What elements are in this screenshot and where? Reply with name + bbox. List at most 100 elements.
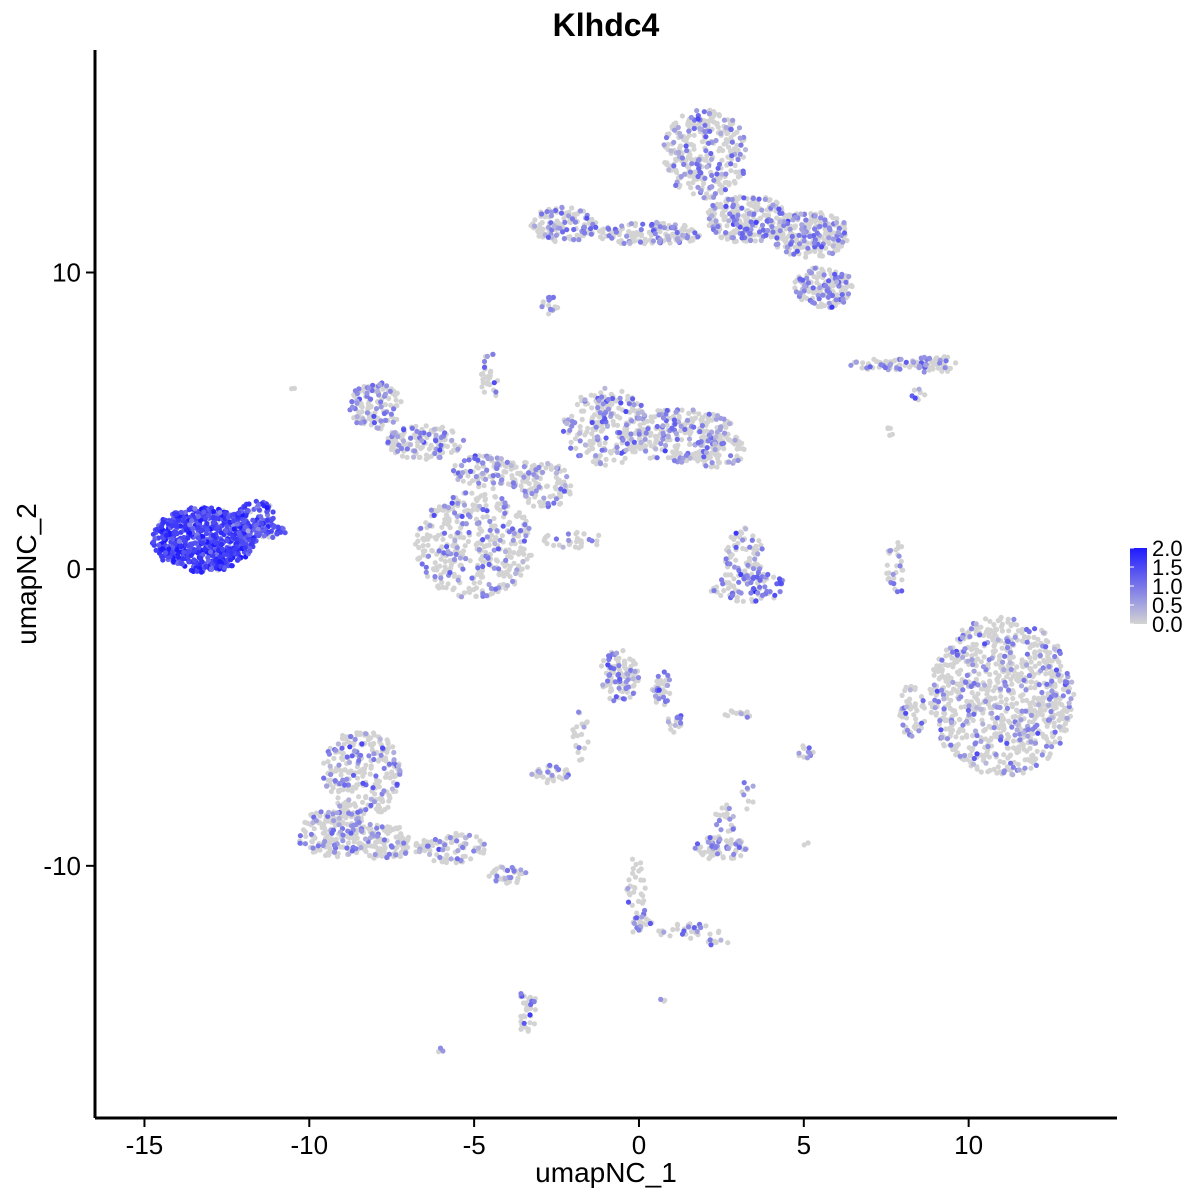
cell-point — [995, 764, 1001, 770]
cell-point — [1010, 695, 1016, 702]
cell-point — [270, 509, 276, 515]
cell-point — [399, 453, 405, 459]
cell-point — [627, 892, 633, 898]
cell-point — [342, 767, 348, 773]
cell-point — [607, 449, 613, 455]
cell-point — [970, 717, 976, 724]
cell-point — [156, 542, 162, 548]
cell-point — [812, 213, 818, 219]
cell-point — [499, 477, 505, 483]
cell-point — [423, 569, 429, 575]
cell-point — [678, 437, 685, 443]
cell-point — [750, 799, 756, 805]
cell-point — [494, 558, 500, 564]
cell-point — [176, 538, 182, 544]
cell-point — [629, 856, 636, 862]
cell-point — [606, 226, 612, 232]
cell-point — [1006, 654, 1013, 660]
cell-point — [740, 446, 746, 452]
cell-point — [494, 461, 500, 467]
cell-point — [390, 430, 397, 436]
cell-point — [859, 365, 865, 371]
cell-point — [719, 212, 725, 218]
cell-point — [557, 500, 564, 506]
cell-point — [411, 454, 417, 460]
cell-point — [723, 203, 729, 209]
cell-point — [603, 456, 609, 462]
cell-point — [446, 516, 452, 522]
cell-point — [484, 467, 490, 473]
cell-point — [724, 162, 730, 168]
cell-point — [688, 114, 694, 121]
cell-point — [582, 432, 588, 438]
cell-point — [686, 410, 692, 416]
cell-point — [333, 836, 339, 842]
cell-point — [538, 503, 544, 509]
cell-point — [1071, 691, 1077, 698]
cell-point — [574, 401, 581, 408]
cell-point — [912, 686, 918, 693]
cell-point — [270, 534, 276, 541]
cell-point — [393, 834, 399, 840]
cell-point — [1046, 754, 1052, 760]
cell-point — [999, 645, 1005, 651]
cell-point — [182, 523, 188, 529]
cell-point — [505, 481, 512, 487]
cell-point — [611, 422, 617, 428]
cell-point — [218, 530, 224, 536]
cell-point — [1027, 701, 1033, 707]
cell-point — [437, 426, 443, 432]
cell-point — [382, 391, 388, 397]
cell-point — [616, 405, 622, 411]
cell-point — [467, 589, 473, 596]
cell-point — [1031, 634, 1037, 641]
cell-point — [259, 520, 265, 527]
cell-point — [245, 508, 251, 514]
cell-point — [569, 413, 575, 419]
cell-point — [759, 222, 766, 228]
cell-point — [450, 506, 456, 512]
cell-point — [741, 195, 747, 201]
cell-point — [687, 169, 694, 175]
cell-point — [414, 439, 421, 445]
cell-point — [796, 232, 802, 238]
cell-point — [614, 413, 621, 419]
cell-point — [843, 279, 849, 285]
cell-point — [958, 704, 964, 710]
cell-point — [448, 449, 455, 455]
cell-point — [200, 540, 206, 546]
cell-point — [674, 169, 680, 176]
cell-point — [187, 530, 193, 536]
cell-point — [398, 399, 404, 405]
cell-point — [213, 540, 219, 546]
cell-point — [568, 483, 574, 489]
cell-point — [642, 236, 648, 242]
cell-point — [1021, 746, 1027, 752]
cell-point — [676, 149, 682, 155]
cell-point — [747, 237, 754, 244]
cell-point — [634, 230, 640, 236]
cell-point — [231, 547, 237, 553]
cell-point — [674, 921, 681, 928]
cell-point — [737, 151, 743, 157]
cell-point — [975, 691, 981, 697]
cell-point — [510, 480, 516, 486]
cell-point — [981, 654, 987, 660]
cell-point — [689, 161, 695, 167]
cell-point — [769, 224, 775, 230]
cell-point — [728, 168, 734, 174]
cell-point — [959, 627, 965, 633]
cell-point — [222, 510, 228, 516]
cell-point — [679, 155, 686, 161]
cell-point — [821, 303, 828, 309]
cell-point — [803, 254, 809, 260]
cell-point — [817, 285, 823, 291]
cell-point — [598, 428, 604, 434]
cell-point — [449, 839, 455, 845]
cell-point — [703, 118, 709, 124]
cell-point — [487, 382, 493, 388]
cell-point — [728, 840, 734, 847]
cell-point — [613, 229, 620, 235]
cell-point — [204, 520, 210, 527]
cell-point — [338, 787, 344, 793]
